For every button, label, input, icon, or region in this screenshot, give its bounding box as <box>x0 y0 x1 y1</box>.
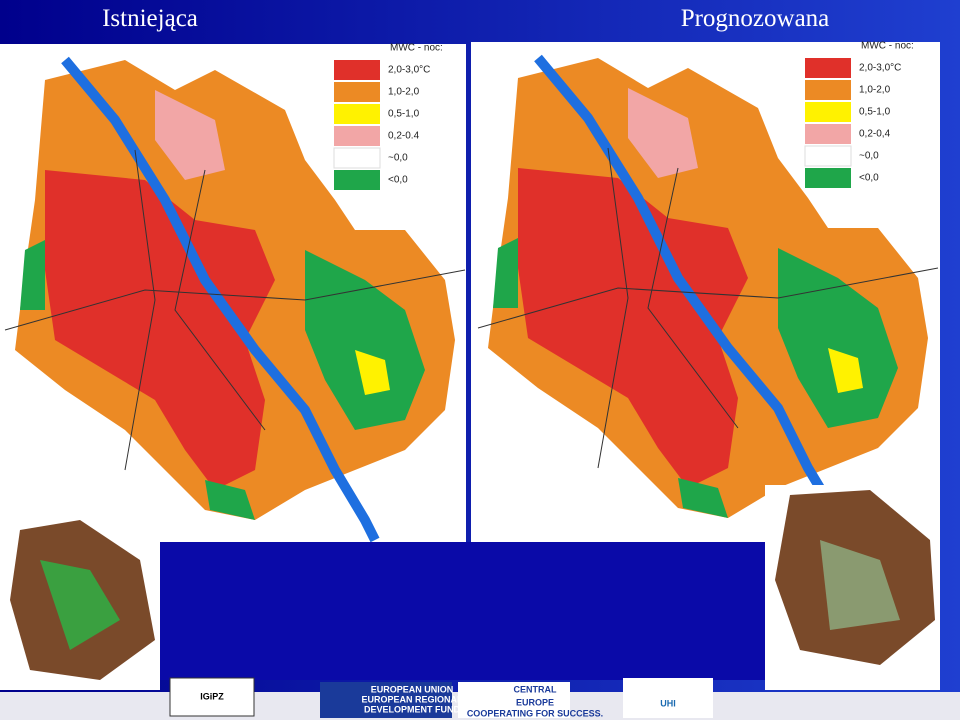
legend-swatch <box>805 58 851 78</box>
legend-label: <0,0 <box>859 173 879 184</box>
logo-text: UHI <box>660 698 676 708</box>
legend-swatch <box>334 60 380 80</box>
legend-label: 0,2-0.4 <box>388 131 420 142</box>
legend-label: 0,5-1,0 <box>859 107 891 118</box>
legend-swatch <box>334 82 380 102</box>
legend-swatch <box>805 124 851 144</box>
legend-label: ~0,0 <box>859 151 879 162</box>
logo-text: DEVELOPMENT FUND <box>364 704 461 714</box>
legend-swatch <box>804 145 852 167</box>
legends: MWC - noc: 2,0-3,0°C 1,0-2,0 0,5-1,0 0,2-0.4… <box>333 41 914 190</box>
legend-swatch <box>805 80 851 100</box>
legend-title: MWC - noc: <box>390 43 443 54</box>
legend-label: 2,0-3,0°C <box>388 65 430 76</box>
legend-label: <0,0 <box>388 175 408 186</box>
legend-swatch <box>334 170 380 190</box>
logo-text: COOPERATING FOR SUCCESS. <box>467 708 603 718</box>
legend-label: 0,5-1,0 <box>388 109 420 120</box>
legend-label: 2,0-3,0°C <box>859 63 901 74</box>
logo <box>623 678 713 718</box>
logo-text: EUROPEAN REGIONAL <box>361 694 463 704</box>
legend-label: 1,0-2,0 <box>388 87 420 98</box>
legend-title: MWC - noc: <box>861 41 914 52</box>
legend-label: ~0,0 <box>388 153 408 164</box>
logo-text: CENTRAL <box>514 684 557 694</box>
legend-swatch <box>334 126 380 146</box>
logo <box>169 677 255 717</box>
map-title: Istniejąca <box>102 5 198 32</box>
logo <box>458 682 570 718</box>
logo <box>320 682 452 718</box>
map-title: Prognozowana <box>681 5 830 32</box>
logo-text: EUROPEAN UNION <box>371 684 454 694</box>
legend-swatch <box>333 147 381 169</box>
logo-text: EUROPE <box>516 697 554 707</box>
legend-swatch <box>805 102 851 122</box>
legend-label: 0,2-0,4 <box>859 129 891 140</box>
legend-swatch <box>334 104 380 124</box>
legend-swatch <box>805 168 851 188</box>
panel <box>158 542 770 680</box>
legend-label: 1,0-2,0 <box>859 85 891 96</box>
logo-text: IGiPZ <box>200 691 224 701</box>
